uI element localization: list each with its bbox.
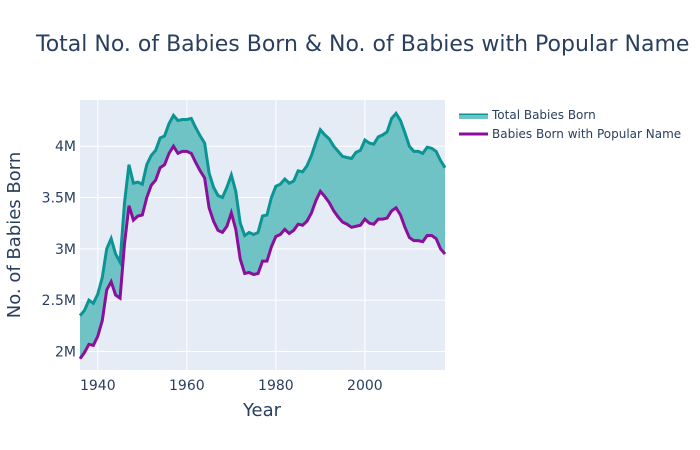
x-tick-label: 1980 <box>258 378 294 394</box>
x-axis-ticks: 1940 1960 1980 2000 <box>80 378 383 394</box>
y-tick-label: 2M <box>55 345 76 361</box>
legend: Total Babies Born Babies Born with Popul… <box>459 108 681 141</box>
y-axis-title: No. of Babies Born <box>4 152 25 319</box>
y-tick-label: 4M <box>55 139 76 155</box>
y-axis-ticks: 2M 2.5M 3M 3.5M 4M <box>42 139 76 360</box>
x-tick-label: 1960 <box>169 378 205 394</box>
series-fill-area <box>80 113 445 359</box>
chart-title: Total No. of Babies Born & No. of Babies… <box>35 32 689 57</box>
series-popular-line <box>78 143 447 360</box>
legend-swatch-total-fill <box>459 115 488 119</box>
legend-item-total[interactable]: Total Babies Born <box>459 108 596 122</box>
x-axis-title: Year <box>242 400 282 421</box>
y-tick-label: 2.5M <box>42 293 76 309</box>
legend-item-popular[interactable]: Babies Born with Popular Name <box>459 127 681 141</box>
x-tick-label: 2000 <box>347 378 383 394</box>
x-tick-label: 1940 <box>80 378 116 394</box>
legend-label-total: Total Babies Born <box>491 108 596 122</box>
legend-label-popular: Babies Born with Popular Name <box>492 127 681 141</box>
y-tick-label: 3.5M <box>42 191 76 207</box>
series-total-line <box>78 110 447 317</box>
y-tick-label: 3M <box>55 242 76 258</box>
